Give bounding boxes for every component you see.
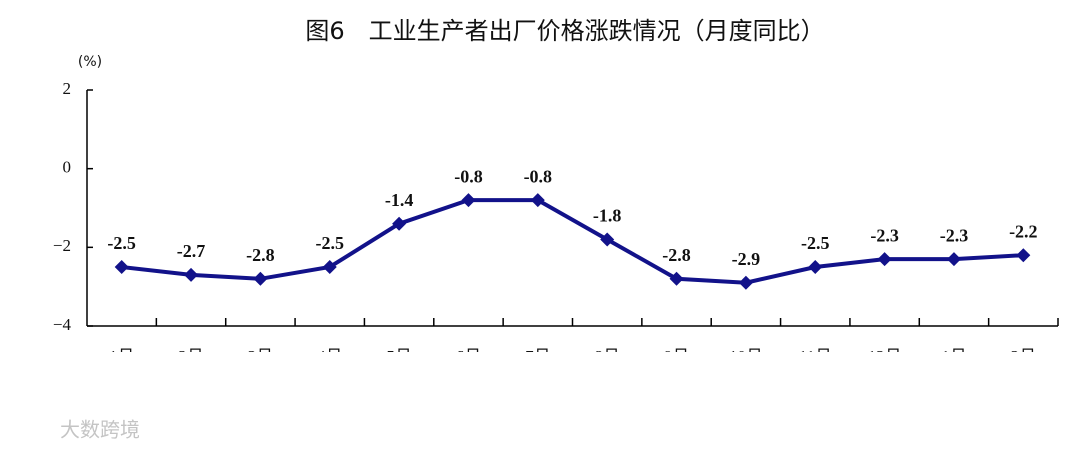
data-point bbox=[461, 193, 476, 208]
data-point bbox=[877, 252, 892, 267]
x-tick-label: 5月 bbox=[386, 347, 412, 366]
data-label: -0.8 bbox=[524, 166, 553, 186]
data-point bbox=[114, 260, 129, 274]
data-point bbox=[946, 252, 961, 267]
y-tick-label: −2 bbox=[53, 236, 71, 255]
data-point bbox=[600, 232, 615, 247]
y-tick-label: 2 bbox=[63, 79, 72, 98]
x-tick-label: 2月 bbox=[178, 347, 204, 366]
data-point bbox=[530, 193, 545, 208]
data-label: -2.5 bbox=[316, 233, 345, 253]
x-label-group: 1月 2月 3月 4月 5月 6月 7月 8月 9月 10月 11月 12月 1月 2月 bbox=[109, 347, 1037, 366]
x-tick-label: 10月 bbox=[729, 347, 763, 366]
x-tick-label: 1月 bbox=[109, 347, 135, 366]
data-label: -2.5 bbox=[801, 233, 830, 253]
data-line bbox=[121, 198, 1024, 285]
data-label: -0.8 bbox=[454, 166, 483, 186]
x-tick-label: 3月 bbox=[248, 347, 274, 366]
y-axis-unit: (%) bbox=[78, 54, 102, 70]
data-label: -2.8 bbox=[246, 245, 275, 265]
data-label: -2.3 bbox=[940, 225, 969, 245]
data-point bbox=[808, 260, 823, 274]
data-label: -1.4 bbox=[385, 190, 414, 210]
y-tick-label: 0 bbox=[63, 158, 72, 177]
data-point bbox=[738, 275, 753, 290]
x-tick-label: 1月 bbox=[941, 347, 967, 366]
data-point bbox=[1016, 248, 1031, 263]
data-label: -2.5 bbox=[107, 233, 136, 253]
x-tick-label: 8月 bbox=[594, 347, 620, 366]
x-tick-label: 4月 bbox=[317, 347, 343, 366]
data-point bbox=[253, 271, 268, 286]
data-point bbox=[392, 216, 407, 231]
chart-title: 图6 工业生产者出厂价格涨跌情况（月度同比） bbox=[305, 17, 824, 45]
y-tick-label: −4 bbox=[53, 315, 72, 334]
data-label: -2.7 bbox=[177, 241, 206, 261]
data-label: -2.8 bbox=[662, 245, 691, 265]
data-label: -2.3 bbox=[870, 225, 899, 245]
data-label: -2.2 bbox=[1009, 221, 1038, 241]
data-point bbox=[669, 271, 684, 286]
x-tick-label: 6月 bbox=[456, 347, 482, 366]
data-label: -2.9 bbox=[732, 249, 761, 269]
x-tick-label: 9月 bbox=[664, 347, 690, 366]
x-tick-label: 12月 bbox=[868, 347, 902, 366]
x-tick-label: 11月 bbox=[799, 347, 832, 366]
watermark: 大数跨境 bbox=[60, 418, 140, 442]
x-tick-label: 7月 bbox=[525, 347, 551, 366]
data-point bbox=[322, 260, 337, 274]
data-point bbox=[184, 267, 199, 282]
x-tick-label: 2月 bbox=[1011, 347, 1037, 366]
data-label: -1.8 bbox=[593, 206, 622, 226]
